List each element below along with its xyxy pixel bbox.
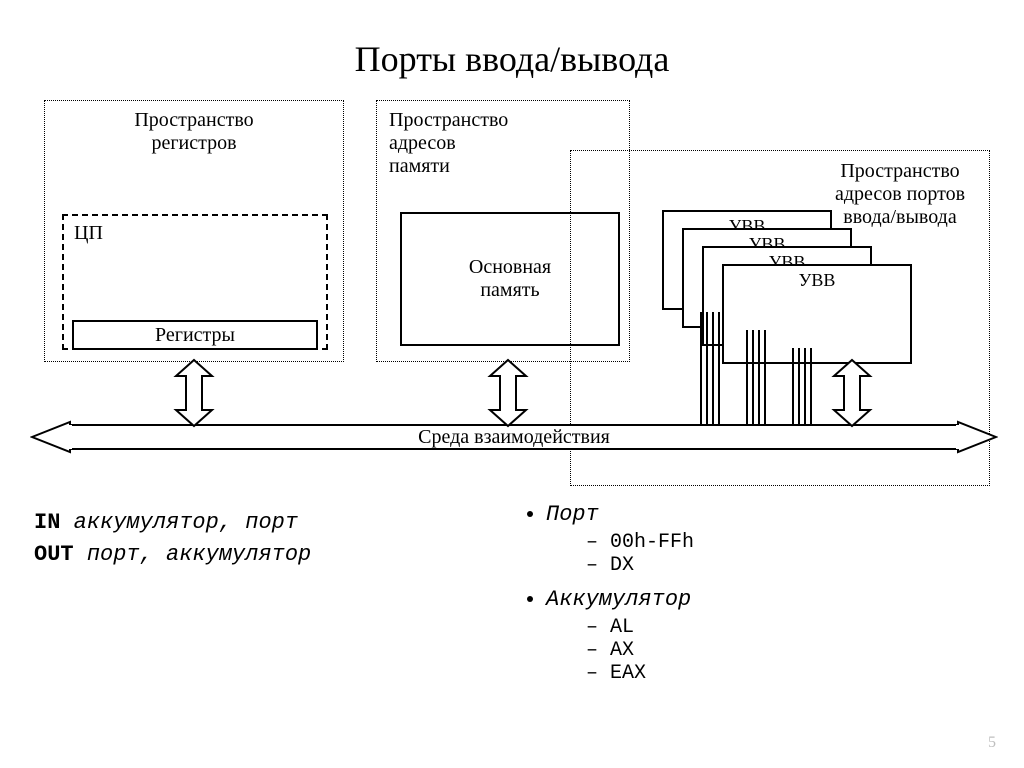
slide-canvas: Порты ввода/вывода Пространство регистро… — [0, 0, 1024, 768]
main-memory-label: Основная память — [469, 256, 551, 302]
instruction-out: OUT порт, аккумулятор — [34, 542, 311, 567]
bus-arrow-left-icon — [30, 420, 72, 454]
notes-acc-item: EAX — [586, 662, 940, 685]
connector-thin — [700, 312, 708, 424]
register-space-label: Пространство регистров — [45, 101, 343, 155]
notes-block: Порт 00h-FFh DX Аккумулятор AL AX EAX — [520, 502, 940, 695]
page-title: Порты ввода/вывода — [0, 38, 1024, 80]
notes-acc-item: AL — [586, 616, 940, 639]
connector-thin — [746, 330, 754, 424]
registers-label: Регистры — [155, 324, 235, 347]
bus-label: Среда взаимодействия — [418, 426, 610, 449]
connector-double-arrow-icon — [486, 358, 530, 428]
connector-thin — [758, 330, 766, 424]
connector-thin — [712, 312, 720, 424]
connector-thin — [792, 348, 800, 424]
notes-acc-item: AX — [586, 639, 940, 662]
connector-thin — [804, 348, 812, 424]
mnemonic-out: OUT — [34, 542, 74, 567]
cpu-label: ЦП — [64, 216, 326, 251]
mnemonic-in: IN — [34, 510, 60, 535]
operands-out: порт, аккумулятор — [87, 542, 311, 567]
registers-box: Регистры — [72, 320, 318, 350]
connector-double-arrow-icon — [830, 358, 874, 428]
notes-port-item: 00h-FFh — [586, 531, 940, 554]
notes-port-heading: Порт — [546, 502, 940, 527]
page-number: 5 — [988, 734, 996, 752]
io-device-label: УВВ — [724, 266, 910, 291]
io-space-label: Пространство адресов портов ввода/вывода — [820, 160, 980, 229]
connector-double-arrow-icon — [172, 358, 216, 428]
bus-arrow-right-icon — [956, 420, 998, 454]
notes-acc-heading: Аккумулятор — [546, 587, 940, 612]
instruction-in: IN аккумулятор, порт — [34, 510, 298, 535]
notes-port-item: DX — [586, 554, 940, 577]
operands-in: аккумулятор, порт — [74, 510, 298, 535]
